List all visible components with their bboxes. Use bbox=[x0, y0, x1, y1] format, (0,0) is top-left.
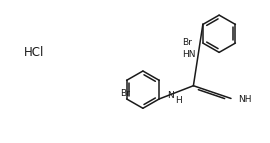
Text: Br: Br bbox=[120, 89, 130, 98]
Text: H: H bbox=[175, 96, 182, 105]
Text: HN: HN bbox=[182, 50, 195, 59]
Text: Br: Br bbox=[182, 38, 192, 47]
Text: HCl: HCl bbox=[24, 46, 44, 59]
Text: NH: NH bbox=[238, 95, 251, 104]
Text: N: N bbox=[168, 91, 174, 100]
